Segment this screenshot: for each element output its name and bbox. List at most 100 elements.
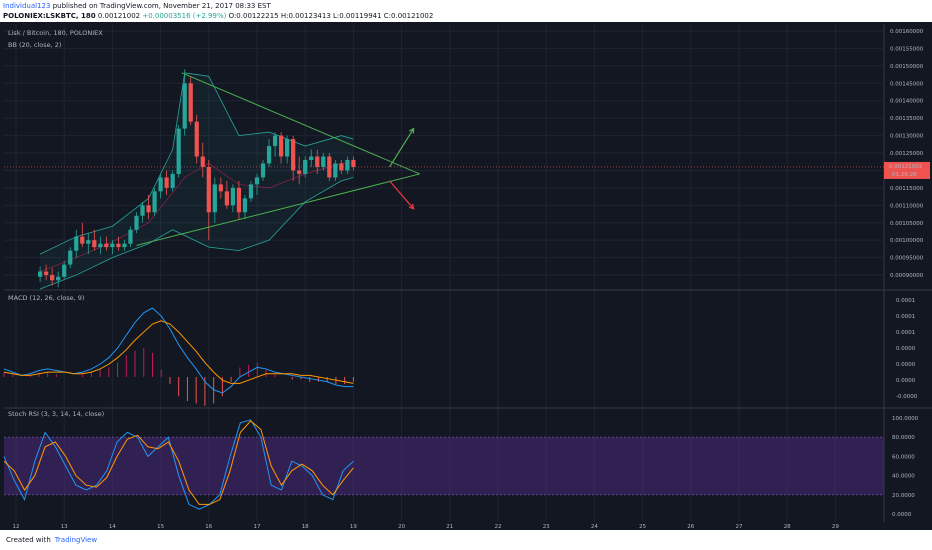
candle-body xyxy=(80,236,85,244)
ohlc-text: O:0.00122215 H:0.00123413 L:0.00119941 C… xyxy=(228,12,434,20)
candle-body xyxy=(266,146,272,164)
last-price: 0.00121002 xyxy=(97,12,141,20)
stoch-tick-label: 20.0000 xyxy=(892,493,915,499)
macd-tick-label: 0.0001 xyxy=(896,298,915,304)
candle-body xyxy=(176,128,181,174)
candle-body xyxy=(170,173,175,188)
candle-body xyxy=(206,166,211,213)
bb-label: BB (20, close, 2) xyxy=(8,41,61,49)
candle-body xyxy=(182,83,187,129)
candle-body xyxy=(194,121,199,157)
publish-header: Individual123 published on TradingView.c… xyxy=(0,0,932,22)
trendline xyxy=(181,72,420,175)
candle-body xyxy=(248,184,254,199)
symbol-line: POLONIEX:LSKBTC, 180 0.00121002 +0.00003… xyxy=(3,11,929,21)
candle-body xyxy=(315,156,320,167)
x-tick-label: 13 xyxy=(61,524,68,530)
candle-body xyxy=(278,135,284,157)
candle-body xyxy=(272,135,278,147)
candle-body xyxy=(56,276,61,281)
x-tick-label: 25 xyxy=(639,524,646,530)
signal-line xyxy=(3,320,354,384)
candle-body xyxy=(303,159,308,174)
candle-body xyxy=(188,83,193,122)
candle-body xyxy=(128,229,133,244)
symbol-text: POLONIEX:LSKBTC, 180 xyxy=(3,12,96,20)
price-axes: 12 13 14 15 16 17 18 19 20 21 22 23 24 25 26 27 28 29 0.00… xyxy=(13,29,930,530)
x-tick-label: 29 xyxy=(832,524,839,530)
price-tick-label: 0.00130000 xyxy=(890,134,924,140)
bb-lower-line xyxy=(39,177,354,290)
candle-body xyxy=(291,139,296,171)
x-tick-label: 19 xyxy=(350,524,357,530)
price-tick-label: 0.00145000 xyxy=(890,81,924,87)
candle-body xyxy=(74,236,79,251)
candle-body xyxy=(158,177,163,192)
candle-body xyxy=(140,205,145,216)
candle-body xyxy=(152,191,157,213)
x-tick-label: 15 xyxy=(157,524,164,530)
price-tick-label: 0.00105000 xyxy=(890,221,924,227)
macd-tick-label: 0.0001 xyxy=(896,314,915,320)
tradingview-brand[interactable]: TradingView xyxy=(54,536,98,544)
candles xyxy=(37,69,356,288)
stoch-tick-label: 0.0000 xyxy=(892,512,912,518)
published-text: published on TradingView.com, November 2… xyxy=(52,2,271,10)
macd-line xyxy=(3,307,354,394)
candle-body xyxy=(339,163,344,171)
candle-body xyxy=(285,139,290,157)
price-tick-label: 0.00150000 xyxy=(890,64,924,70)
candle-body xyxy=(242,198,248,213)
candle-body xyxy=(321,156,326,167)
macd-pane xyxy=(3,307,354,406)
bearish-arrow xyxy=(389,180,415,210)
price-tick-label: 0.00100000 xyxy=(890,238,924,244)
candle-body xyxy=(236,187,242,213)
macd-tick-label: 0.0000 xyxy=(896,362,916,368)
candle-body xyxy=(92,240,97,248)
candle-body xyxy=(122,243,127,248)
candle-body xyxy=(37,271,43,277)
x-tick-label: 28 xyxy=(784,524,791,530)
candle-body xyxy=(351,159,356,167)
candle-body xyxy=(345,159,350,171)
stoch-tick-label: 80.0000 xyxy=(892,435,915,441)
arrow-head xyxy=(408,127,415,134)
candle-body xyxy=(44,271,49,276)
arrow-head xyxy=(408,203,415,210)
stoch-tick-label: 100.0000 xyxy=(892,416,919,422)
price-tag-label: 0.00121002 xyxy=(889,164,922,170)
price-tick-label: 0.00155000 xyxy=(890,46,924,52)
price-tick-label: 0.00095000 xyxy=(890,256,924,262)
candle-body xyxy=(218,184,223,192)
trend-drawings xyxy=(136,72,420,246)
price-tick-label: 0.00115000 xyxy=(890,186,924,192)
candle-body xyxy=(62,264,67,277)
candle-body xyxy=(110,243,115,248)
x-tick-label: 14 xyxy=(109,524,116,530)
x-tick-label: 26 xyxy=(687,524,694,530)
price-tick-label: 0.00160000 xyxy=(890,29,924,35)
x-tick-label: 24 xyxy=(591,524,598,530)
macd-tick-label: -0.0000 xyxy=(896,394,918,400)
stoch-label: Stoch RSI (3, 3, 14, 14, close) xyxy=(8,410,104,418)
x-tick-label: 17 xyxy=(254,524,261,530)
created-with: Created with xyxy=(6,536,51,544)
chart-area[interactable]: 12 13 14 15 16 17 18 19 20 21 22 23 24 25 26 27 28 29 0.00… xyxy=(0,22,932,530)
countdown-label: 01:26:26 xyxy=(892,172,917,178)
bollinger-bands xyxy=(39,72,354,290)
candle-body xyxy=(327,156,332,178)
bullish-arrow xyxy=(389,128,415,168)
price-tick-label: 0.00090000 xyxy=(890,273,924,279)
candle-body xyxy=(116,243,121,248)
bb-upper-line xyxy=(39,72,354,255)
candle-body xyxy=(68,250,73,265)
publish-line: Individual123 published on TradingView.c… xyxy=(3,1,929,11)
author-link[interactable]: Individual123 xyxy=(3,2,51,10)
x-tick-label: 12 xyxy=(13,524,20,530)
candle-body xyxy=(212,184,217,213)
x-tick-label: 27 xyxy=(736,524,743,530)
stoch-rsi-pane xyxy=(3,419,884,510)
macd-tick-label: 0.0000 xyxy=(896,378,916,384)
change-text: +0.00003516 (+2.99%) xyxy=(142,12,227,20)
